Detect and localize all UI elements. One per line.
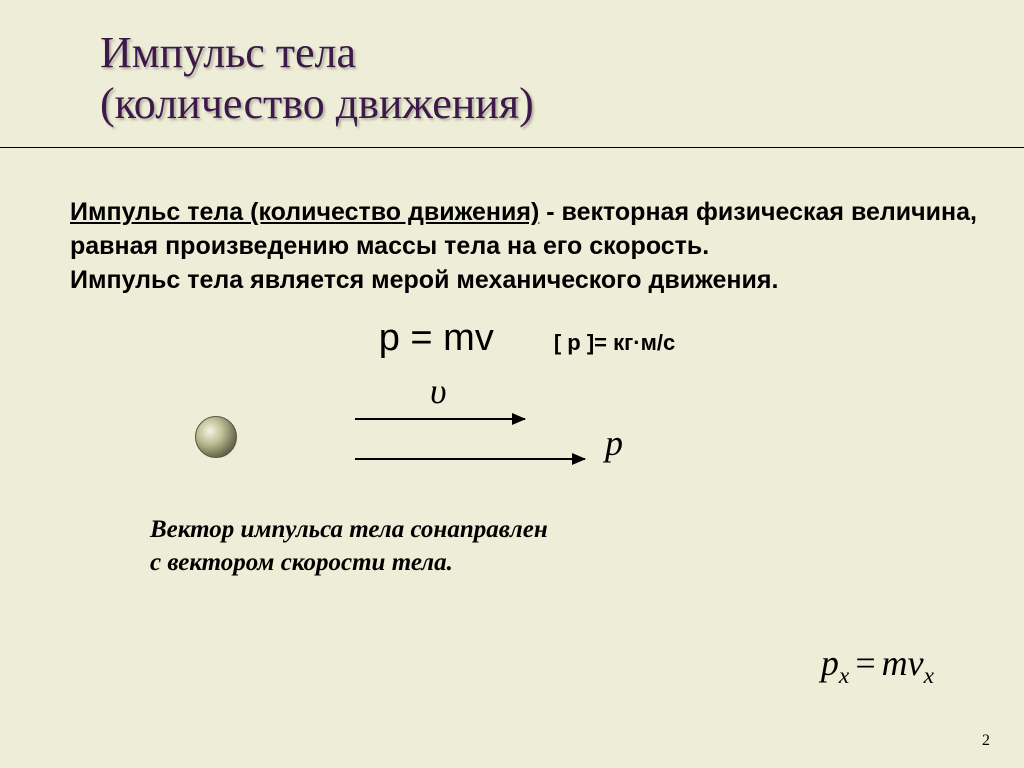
- slide-title: Импульс тела (количество движения): [100, 28, 964, 129]
- pf-p: p: [821, 643, 839, 683]
- pf-sub-x2: x: [924, 663, 934, 689]
- title-line-2: (количество движения): [100, 79, 534, 128]
- vector-diagram: υ p: [195, 390, 984, 490]
- projection-formula: px=mvx: [821, 642, 934, 690]
- page-number: 2: [982, 732, 990, 750]
- caption-line-1: Вектор импульса тела сонаправлен: [150, 516, 548, 543]
- units-label: [ p ]= кг·м/с: [554, 330, 675, 356]
- title-line-1: Импульс тела: [100, 28, 356, 77]
- pf-v: v: [908, 643, 924, 683]
- title-block: Импульс тела (количество движения): [0, 0, 1024, 148]
- definition-text: Импульс тела (количество движения) - век…: [70, 196, 984, 297]
- main-formula-row: p = mv [ p ]= кг·м/с: [70, 317, 984, 360]
- velocity-vector-arrow: [355, 418, 525, 420]
- pf-m: m: [882, 643, 908, 683]
- main-formula: p = mv: [379, 317, 494, 360]
- momentum-vector-arrow: [355, 458, 585, 460]
- definition-line2: Импульс тела является мерой механическог…: [70, 266, 778, 294]
- diagram-caption: Вектор импульса тела сонаправлен с векто…: [150, 514, 984, 579]
- pf-sub-x1: x: [839, 663, 849, 689]
- caption-line-2: с вектором скорости тела.: [150, 549, 453, 576]
- content-area: Импульс тела (количество движения) - век…: [0, 148, 1024, 579]
- p-symbol: p: [605, 422, 623, 464]
- upsilon-symbol: υ: [430, 370, 447, 412]
- ball-icon: [195, 416, 237, 458]
- definition-term: Импульс тела (количество движения): [70, 198, 539, 226]
- pf-eq: =: [849, 643, 881, 683]
